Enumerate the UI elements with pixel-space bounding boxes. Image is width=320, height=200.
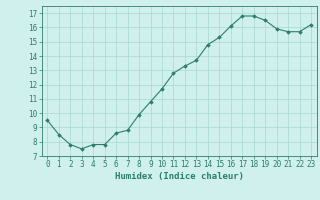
X-axis label: Humidex (Indice chaleur): Humidex (Indice chaleur): [115, 172, 244, 181]
